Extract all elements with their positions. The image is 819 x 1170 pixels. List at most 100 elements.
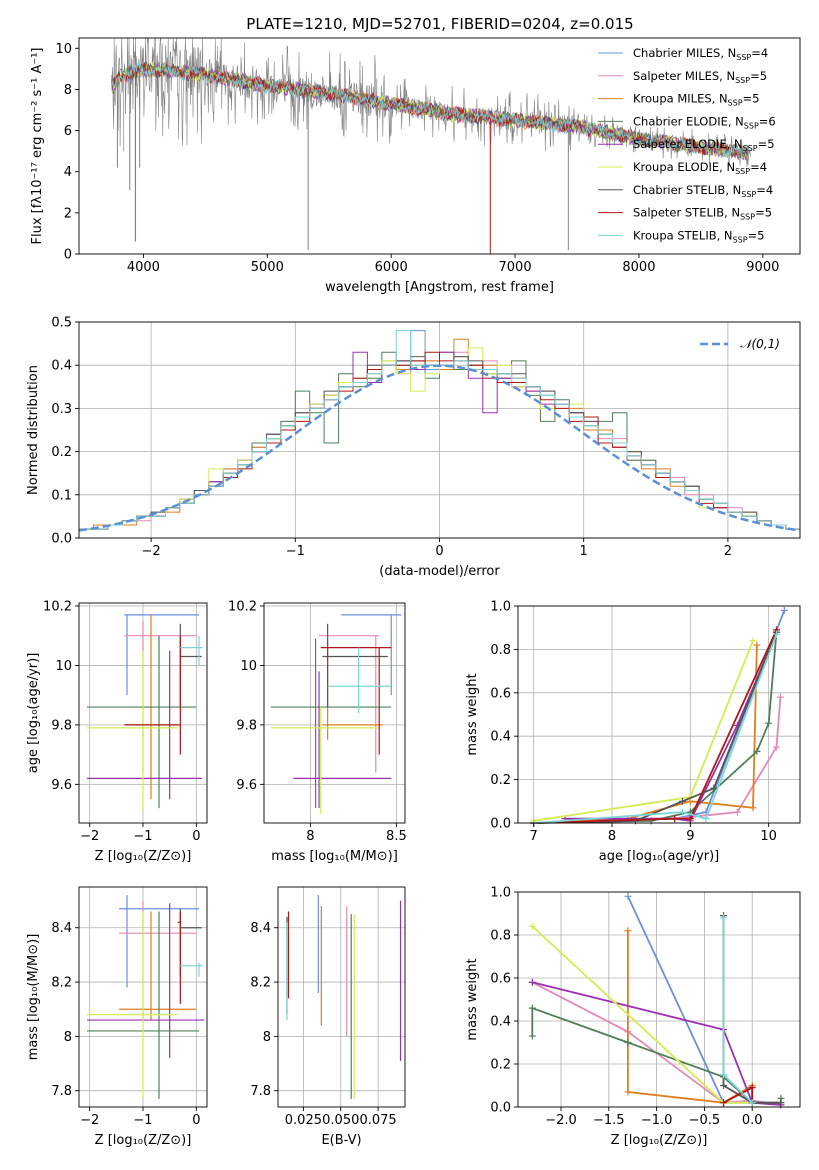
x-tick-label: −1 [133, 829, 152, 844]
legend-label: Salpeter STELIB, NSSP=5 [633, 206, 772, 222]
legend-label-text: Salpeter STELIB, N [633, 206, 740, 220]
legend-label: Kroupa ELODIE, NSSP=4 [633, 160, 767, 176]
chart-panel-7: 0.025 0.050 0.075 7.8 8 8.2 8.4 E(B-V) [250, 886, 406, 1148]
errorbar-4 [270, 638, 392, 809]
y-tick-label: 0.8 [490, 643, 511, 658]
errorbar-2 [124, 620, 197, 773]
y-tick-label: 9.6 [236, 778, 257, 793]
x-tick-label: 0.025 [285, 1113, 322, 1128]
errorbar-7 [322, 623, 388, 708]
y-tick-label: 0.1 [51, 488, 72, 503]
errorbar-4 [87, 635, 197, 809]
y-axis-label: age [log₁₀(age/yr)] [26, 653, 41, 774]
data-point-marker [528, 978, 536, 986]
errorbar-8 [124, 635, 181, 755]
axes-frame [277, 886, 406, 1108]
mass-weight-series-8 [533, 629, 778, 824]
y-tick-label: 0.0 [490, 817, 511, 832]
y-tick-label: 10 [55, 659, 72, 674]
legend-label: Salpeter MILES, NSSP=5 [633, 69, 767, 85]
y-tick-label: 0.4 [490, 730, 511, 745]
y-tick-label: 0.2 [490, 1058, 511, 1073]
axes-frame [517, 605, 801, 824]
data-point-marker [720, 1082, 728, 1089]
y-tick-label: 7.8 [250, 1084, 271, 1099]
x-tick-label: 8.5 [386, 829, 407, 844]
y-axis-label: Flux [fλ10⁻¹⁷ erg cm⁻² s⁻¹ A⁻¹] [30, 48, 45, 245]
mass-weight-series-6 [533, 640, 754, 822]
figure-title: PLATE=1210, MJD=52701, FIBERID=0204, z=0… [246, 15, 633, 33]
legend-label-suffix: =5 [758, 137, 775, 151]
y-tick-label: 10 [55, 42, 72, 57]
grid [518, 605, 800, 824]
errorbar-3 [119, 911, 197, 1021]
legend-label-suffix: =4 [756, 183, 773, 197]
data-point-marker [720, 914, 728, 922]
x-tick-label: 7 [530, 829, 538, 844]
y-tick-label: 2 [64, 206, 72, 221]
x-tick-label: −1 [133, 1113, 152, 1128]
data-point-marker [702, 815, 710, 823]
mass-weight-series-9 [533, 633, 778, 824]
plot-area [530, 606, 788, 827]
legend-label-subscript: SSP [743, 144, 758, 153]
data-point-marker [679, 808, 686, 816]
x-axis-label: Z [log₁₀(Z/Z⊙)] [611, 1133, 708, 1148]
chart-panel-2: 𝒩(0,1) −2 −1 0 1 2 0.0 0.1 0.2 0.3 0.4 0.5 (data-mod… [26, 316, 801, 579]
y-tick-label: 10.2 [228, 599, 257, 614]
plot-area [87, 614, 203, 812]
x-axis-label: mass [log₁₀(M/M⊙)] [271, 849, 398, 864]
errorbar-2 [119, 900, 197, 1023]
data-point-marker [710, 784, 718, 792]
errorbar-9 [180, 635, 203, 666]
y-axis-label: Normed distribution [26, 365, 41, 495]
data-point-marker [749, 804, 757, 812]
errorbar-8 [177, 911, 181, 1004]
normal-curve [78, 364, 801, 532]
legend-label-text: Kroupa ELODIE, N [633, 160, 735, 174]
legend-label: Kroupa STELIB, NSSP=5 [633, 228, 764, 244]
y-tick-label: 1.0 [490, 886, 511, 901]
data-point-marker [773, 630, 780, 638]
legend-label-suffix: =5 [748, 228, 765, 242]
mass-weight-series-5 [532, 981, 781, 1106]
y-tick-label: 0 [64, 248, 72, 263]
x-tick-label: −2 [142, 544, 161, 559]
y-tick-label: 9.6 [51, 778, 72, 793]
legend-label-text: Kroupa MILES, N [633, 92, 728, 106]
y-tick-label: 8.2 [250, 976, 271, 991]
legend-label-subscript: SSP [736, 53, 751, 62]
x-axis-label: wavelength [Angstrom, rest frame] [325, 280, 554, 295]
y-tick-label: 8.2 [51, 976, 72, 991]
legend-label-subscript: SSP [740, 213, 755, 222]
chart-panel-5: 7 8 9 10 0.0 0.2 0.4 0.6 0.8 1.0 age [log₁₀(age/yr… [465, 600, 801, 864]
x-tick-label: 10 [760, 829, 777, 844]
y-tick-label: 8 [64, 1030, 72, 1045]
x-tick-label: 9000 [746, 260, 779, 275]
legend-label-text: Chabrier ELODIE, N [633, 114, 744, 128]
data-point-marker [748, 1099, 756, 1107]
y-tick-label: 0.4 [51, 359, 72, 374]
y-tick-label: 0.2 [51, 445, 72, 460]
x-axis-label: E(B-V) [321, 1133, 361, 1148]
plot-area [270, 614, 402, 815]
errorbar-6 [270, 707, 380, 815]
legend: 𝒩(0,1) [700, 337, 780, 351]
legend-label-suffix: =5 [750, 69, 767, 83]
legend-label: Chabrier STELIB, NSSP=4 [633, 183, 773, 199]
x-tick-label: −1.5 [593, 1113, 625, 1128]
x-tick-label: 0.050 [322, 1113, 359, 1128]
y-tick-label: 1.0 [490, 600, 511, 615]
legend-label-suffix: =4 [750, 160, 767, 174]
chart-panel-3: −2 −1 0 9.6 9.8 10 10.2 Z [log₁₀(Z/Z⊙)] age [log… [26, 599, 208, 864]
legend-label-suffix: =5 [743, 92, 760, 106]
legend-label-text: Salpeter ELODIE, N [633, 137, 743, 151]
y-tick-label: 0.0 [490, 1101, 511, 1116]
errorbar-9 [180, 963, 203, 977]
data-point-marker [624, 1039, 632, 1046]
x-tick-label: 5000 [251, 260, 284, 275]
data-point-marker [624, 892, 632, 900]
data-point-marker [528, 1032, 536, 1040]
